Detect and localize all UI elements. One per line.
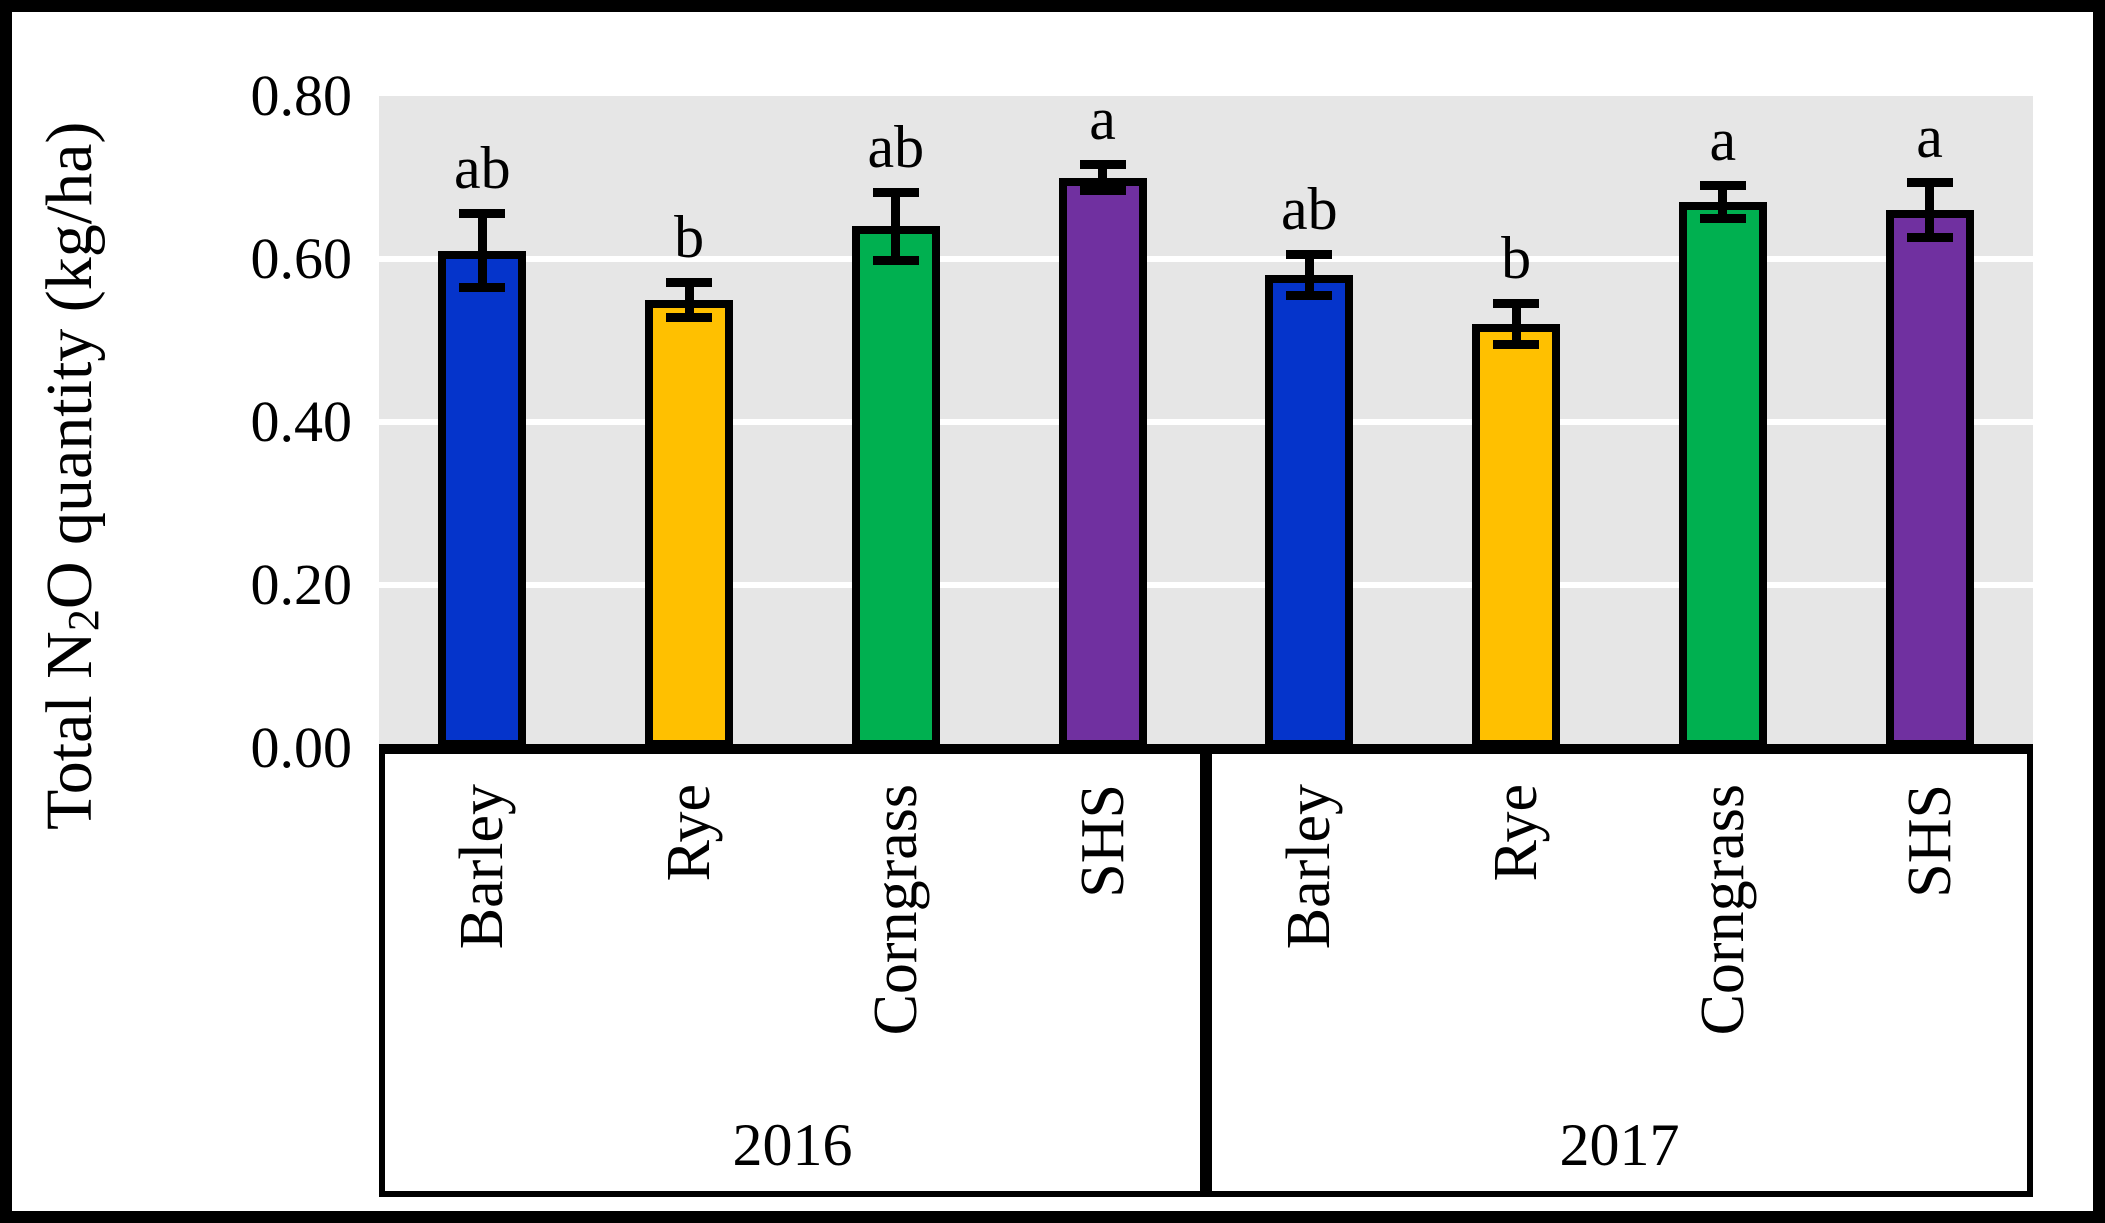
error-bar-cap-bottom-2017-corngrass [1699,214,1746,224]
bar-2016-barley [438,250,527,748]
category-label-2016-barley: Barley [448,784,517,950]
error-bar-cap-top-2016-rye [666,277,713,287]
error-bar-cap-top-2017-barley [1286,250,1333,260]
significance-letter-2016-rye: b [674,203,705,270]
error-bar-cap-bottom-2017-barley [1286,291,1333,301]
category-label-2016-corngrass: Corngrass [861,784,930,1036]
error-bar-cap-bottom-2016-rye [666,312,713,322]
category-label-2017-corngrass: Corngrass [1688,784,1757,1036]
error-bar-cap-top-2017-shs [1906,178,1953,188]
error-bar-stem-2017-corngrass [1718,184,1728,220]
category-box-2017 [1206,748,2033,1197]
error-bar-cap-bottom-2016-corngrass [872,255,919,265]
category-label-2016-rye: Rye [655,784,724,882]
error-bar-cap-top-2016-corngrass [872,188,919,198]
error-bar-stem-2016-corngrass [891,192,901,261]
bar-2016-shs [1058,177,1147,748]
significance-letter-2016-corngrass: ab [867,114,925,181]
significance-letter-2017-rye: b [1501,225,1532,291]
y-tick-label-0.40: 0.40 [250,389,353,454]
y-tick-label-0.80: 0.80 [250,63,353,128]
significance-letter-2016-shs: a [1089,86,1116,153]
x-axis-line [379,744,2033,753]
error-bar-stem-2017-rye [1511,303,1521,346]
significance-letter-2016-barley: ab [454,135,511,202]
group-label-2016: 2016 [732,1112,853,1178]
gridline-0.60 [379,256,2033,262]
bar-2016-corngrass [851,226,940,748]
bar-2016-rye [645,299,734,748]
error-bar-cap-bottom-2017-rye [1493,340,1540,350]
category-label-2016-shs: SHS [1068,784,1137,898]
y-axis-title-subscript: 2 [59,609,109,632]
error-bar-stem-2017-barley [1304,254,1314,297]
gridline-0.20 [379,582,2033,588]
group-label-2017: 2017 [1559,1112,1680,1178]
bar-2017-shs [1885,210,1974,748]
category-box-2016 [379,748,1206,1197]
category-label-2017-rye: Rye [1482,784,1551,882]
error-bar-cap-top-2016-shs [1079,160,1126,170]
significance-letter-2017-shs: a [1916,104,1943,171]
error-bar-stem-2016-shs [1098,164,1108,191]
category-label-2017-barley: Barley [1275,784,1344,950]
y-tick-label-0.20: 0.20 [250,552,353,617]
error-bar-stem-2017-shs [1925,182,1935,238]
error-bar-stem-2016-barley [477,213,487,289]
error-bar-cap-top-2017-corngrass [1699,180,1746,190]
error-bar-stem-2016-rye [684,281,694,318]
y-axis-title-suffix: O quantity (kg/ha) [33,121,106,610]
error-bar-cap-bottom-2016-barley [459,283,506,293]
bar-2017-barley [1265,275,1354,748]
y-tick-label-0.60: 0.60 [250,226,353,291]
significance-letter-2017-corngrass: a [1709,106,1737,173]
error-bar-cap-top-2017-rye [1493,299,1540,308]
y-axis-title-prefix: Total N [33,631,106,831]
plot-area [379,96,2033,748]
bar-2017-rye [1472,324,1561,748]
error-bar-cap-top-2016-barley [459,209,506,219]
y-tick-label-0.00: 0.00 [250,715,353,780]
gridline-0.40 [379,419,2033,425]
significance-letter-2017-barley: ab [1281,176,1338,243]
error-bar-cap-bottom-2016-shs [1079,185,1126,195]
bar-2017-corngrass [1678,201,1767,748]
error-bar-cap-bottom-2017-shs [1906,232,1953,242]
category-label-2017-shs: SHS [1895,784,1964,898]
y-axis-title: Total N2O quantity (kg/ha) [30,96,116,856]
